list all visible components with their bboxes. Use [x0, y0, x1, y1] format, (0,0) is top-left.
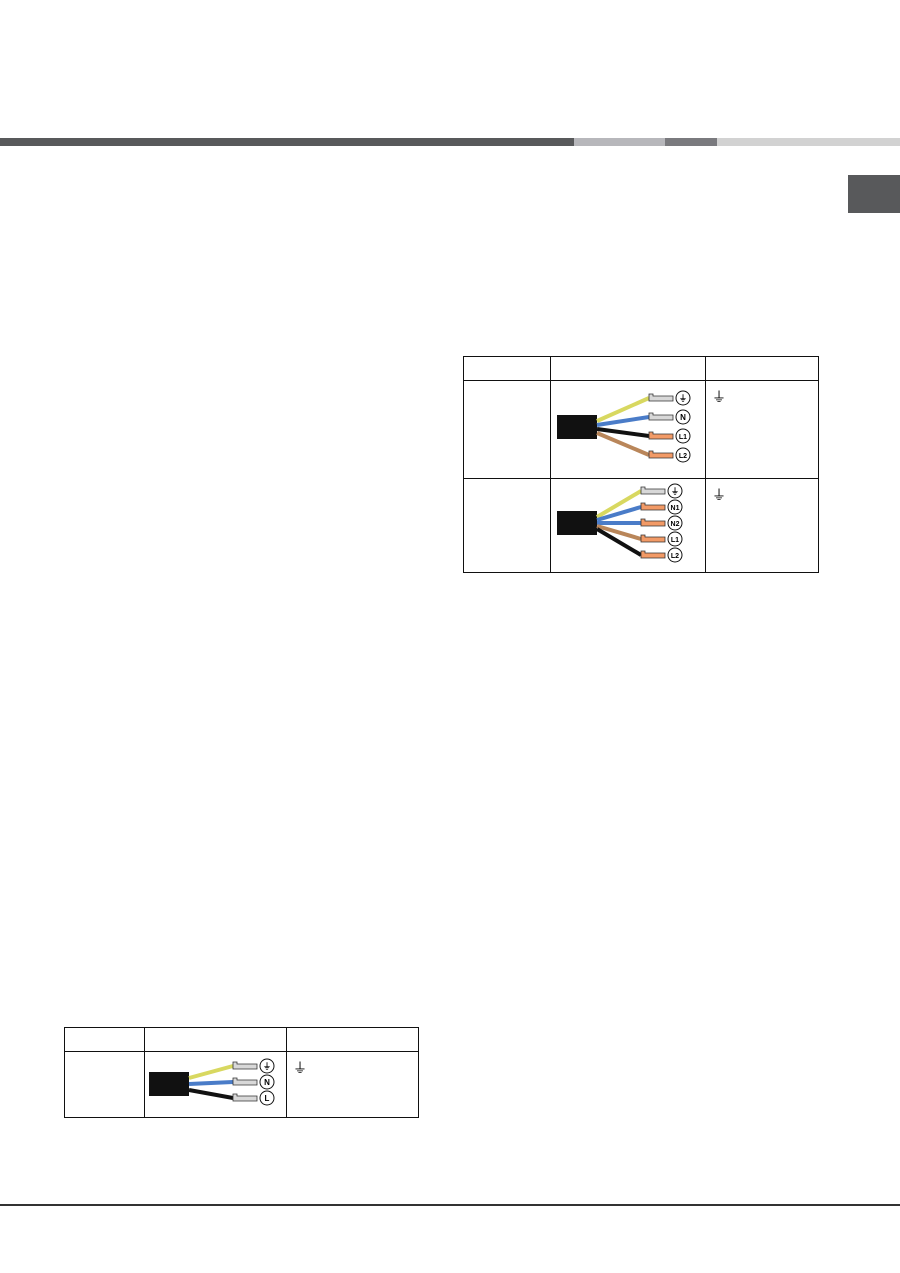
terminal-pin: [648, 431, 674, 440]
wire: [596, 396, 650, 423]
footer-rule: [0, 1204, 900, 1206]
terminal-label: N2: [671, 521, 680, 528]
terminal-marker: [667, 515, 683, 531]
terminal-marker: [675, 428, 691, 444]
header-bar-light: [574, 138, 665, 146]
terminal-pin: [232, 1061, 258, 1070]
cable-jacket: [557, 511, 597, 535]
cable-diagram-cell: ⏚ N L: [144, 1051, 287, 1118]
wire: [596, 505, 642, 522]
wire: [596, 415, 650, 427]
wire: [188, 1064, 234, 1080]
earth-icon: ⏚: [263, 1062, 271, 1071]
terminal-label: L: [265, 1094, 270, 1103]
cable-jacket: [149, 1072, 189, 1096]
earth-symbol-icon: ⏚: [293, 1060, 307, 1076]
terminal-pin: [640, 550, 666, 559]
header-bar-mid: [665, 138, 717, 146]
terminal-marker: [259, 1058, 275, 1074]
earth-symbol-icon: ⏚: [712, 487, 726, 503]
language-tab: [848, 175, 900, 213]
wire: [596, 427, 650, 438]
terminal-label: N: [680, 413, 686, 422]
wire: [595, 489, 643, 519]
terminal-pin: [640, 534, 666, 543]
terminal-pin: [640, 502, 666, 511]
terminal-marker: [675, 447, 691, 463]
terminal-pin: [640, 486, 666, 495]
terminal-pin: [640, 518, 666, 527]
terminal-marker: [259, 1090, 275, 1106]
earth-symbol-icon: ⏚: [712, 389, 726, 405]
terminal-marker: [667, 531, 683, 547]
cable-diagram-cell: ⏚ N1 N2 L1 L2: [550, 478, 706, 573]
header-bar-dark: [0, 138, 574, 146]
connection-table-single-phase: ⏚ N L ⏚: [64, 1027, 419, 1118]
earth-icon: ⏚: [671, 487, 679, 496]
header-bar-pale: [717, 138, 900, 146]
wire: [595, 527, 643, 557]
terminal-marker: [667, 547, 683, 563]
terminal-marker: [675, 409, 691, 425]
terminal-pin: [232, 1077, 258, 1086]
terminal-pin: [648, 450, 674, 459]
terminal-label: L1: [679, 434, 687, 441]
cable-diagram-3-wire: ⏚ NL: [149, 1058, 275, 1106]
terminal-pin: [232, 1093, 258, 1102]
terminal-marker: [259, 1074, 275, 1090]
terminal-label: N1: [671, 505, 680, 512]
cable-jacket: [557, 415, 597, 439]
wire: [188, 1088, 234, 1100]
wire: [596, 524, 642, 541]
connection-table-multi-phase: ⏚ N L1 L2 ⏚ ⏚ N1 N2 L1 L2 ⏚: [463, 356, 819, 573]
terminal-marker: [667, 499, 683, 515]
cable-diagram-5-wire: ⏚ N1 N2 L1 L2: [557, 483, 683, 563]
earth-icon: ⏚: [679, 394, 687, 403]
cable-diagram-4-wire: ⏚ N L1 L2: [557, 390, 691, 463]
terminal-pin: [648, 393, 674, 402]
cable-diagram-cell: ⏚ N L1 L2: [550, 380, 706, 479]
wire: [596, 431, 650, 457]
wire: [188, 1080, 234, 1086]
terminal-label: L2: [671, 553, 679, 560]
terminal-marker: [667, 483, 683, 499]
terminal-pin: [648, 412, 674, 421]
terminal-label: L2: [679, 453, 687, 460]
terminal-label: N: [264, 1078, 270, 1087]
terminal-marker: [675, 390, 691, 406]
terminal-label: L1: [671, 537, 679, 544]
